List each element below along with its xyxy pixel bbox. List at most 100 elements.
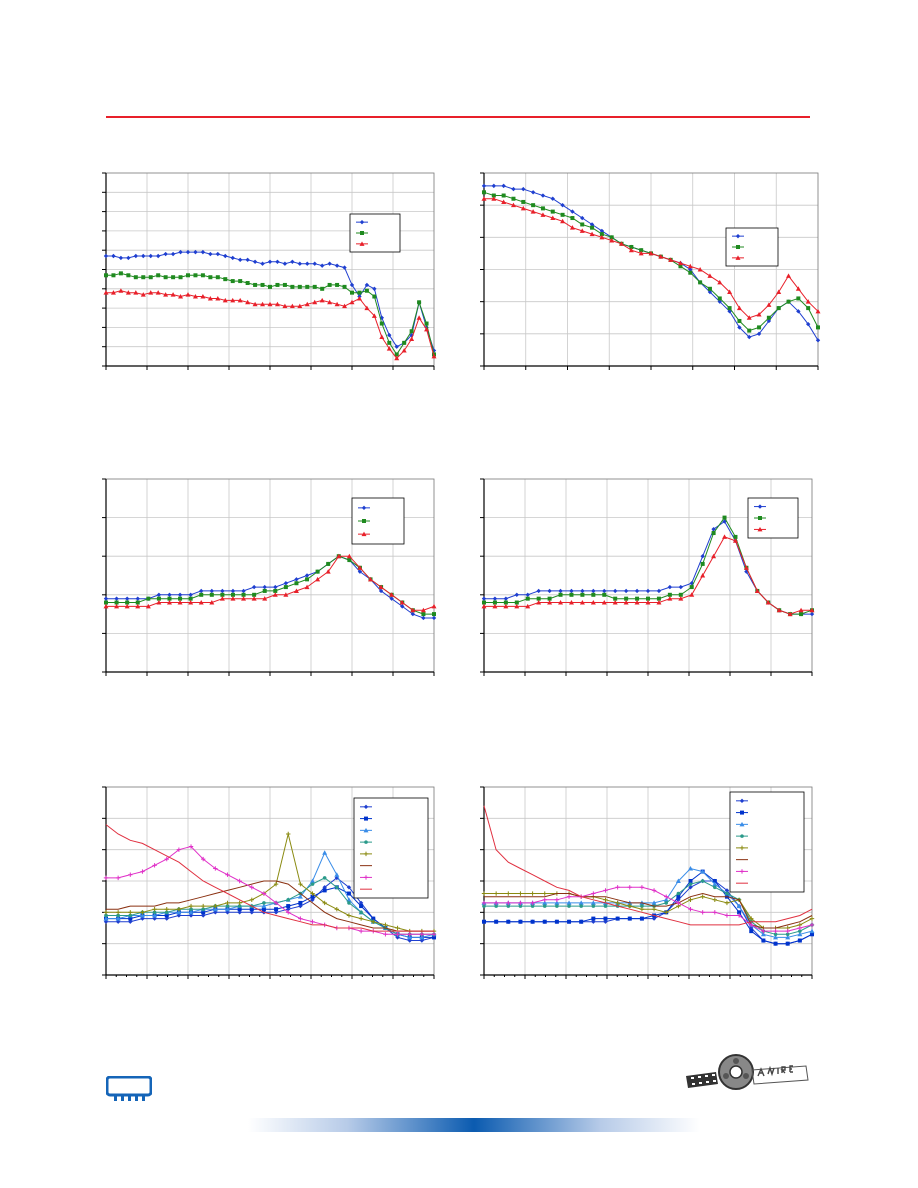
data-point (602, 592, 607, 597)
data-point (241, 588, 246, 594)
data-point (115, 875, 121, 881)
data-point (735, 255, 741, 260)
data-point (346, 891, 351, 896)
data-point (193, 273, 198, 278)
legend (729, 791, 805, 893)
data-point (747, 328, 752, 333)
legend-item (356, 241, 368, 246)
data-point (491, 193, 496, 198)
data-point (379, 334, 385, 340)
company-logo-icon (106, 1076, 152, 1101)
data-point (201, 907, 205, 911)
data-point (262, 901, 266, 905)
data-point (140, 910, 145, 915)
data-point (724, 913, 730, 918)
data-point (638, 250, 644, 256)
data-point (410, 607, 416, 613)
data-point (481, 900, 487, 906)
data-point (262, 596, 268, 601)
data-point (347, 901, 351, 905)
data-point (419, 938, 425, 943)
series-line (484, 886, 813, 932)
data-point (297, 303, 303, 309)
data-point (776, 607, 782, 613)
data-point (554, 897, 560, 902)
data-point (651, 900, 657, 905)
data-point (431, 615, 437, 621)
data-point (421, 615, 426, 621)
data-point (558, 600, 564, 605)
data-point (294, 577, 299, 582)
data-point (322, 876, 327, 880)
data-point (387, 332, 392, 338)
series-line (106, 877, 434, 935)
legend-box (729, 791, 805, 893)
data-point (148, 253, 153, 259)
data-point (749, 916, 754, 921)
data-point (342, 284, 347, 289)
data-point (737, 910, 742, 915)
data-point (707, 286, 712, 291)
data-point (199, 588, 204, 594)
data-point (222, 297, 228, 303)
data-point (664, 901, 669, 905)
data-point (273, 900, 279, 906)
data-point (312, 284, 317, 289)
data-point (603, 904, 608, 908)
data-point (481, 196, 487, 201)
axis-ticks (102, 172, 435, 370)
data-point (492, 596, 498, 601)
data-point (185, 292, 191, 297)
data-point (252, 259, 258, 264)
series-line (484, 867, 813, 938)
data-point (297, 261, 303, 266)
data-point (615, 885, 620, 890)
data-point (740, 834, 744, 838)
data-point (141, 253, 146, 259)
data-point (511, 186, 516, 192)
legend-item (732, 245, 744, 249)
data-point (260, 282, 265, 287)
data-point (327, 299, 333, 305)
data-point (664, 910, 669, 915)
series (481, 885, 815, 934)
data-point (700, 561, 705, 566)
data-point (275, 282, 280, 287)
data-point (678, 596, 684, 601)
footer-gradient-bar (248, 1118, 700, 1132)
data-point (667, 592, 672, 597)
data-point (542, 891, 547, 896)
data-point (135, 603, 141, 609)
data-point (810, 932, 814, 937)
data-point (118, 271, 123, 276)
data-point (481, 891, 487, 896)
data-point (394, 344, 399, 349)
data-point (773, 934, 779, 940)
data-point (407, 938, 412, 943)
data-point (230, 588, 236, 594)
data-point (170, 292, 176, 297)
data-point (215, 251, 221, 257)
data-point (148, 275, 153, 280)
data-point (569, 225, 575, 230)
data-point (580, 592, 585, 597)
data-point (799, 612, 804, 617)
data-point (805, 299, 811, 304)
data-point (540, 212, 546, 217)
data-point (757, 526, 763, 532)
data-point (346, 913, 352, 918)
data-point (286, 831, 291, 837)
legend-item (736, 810, 748, 815)
data-point (746, 315, 752, 320)
data-point (215, 275, 220, 280)
data-point (482, 600, 486, 605)
data-point (188, 909, 194, 915)
data-point (409, 329, 414, 334)
data-point (389, 592, 395, 597)
data-point (223, 253, 228, 259)
data-point (797, 938, 802, 943)
data-point (171, 275, 176, 280)
data-point (283, 592, 289, 597)
data-point (493, 900, 499, 906)
data-point (282, 282, 287, 287)
